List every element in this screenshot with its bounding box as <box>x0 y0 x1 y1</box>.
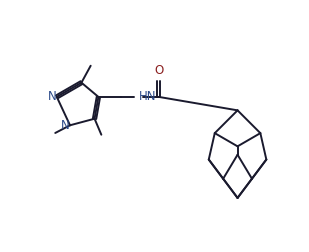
Text: HN: HN <box>138 90 156 103</box>
Text: N: N <box>61 119 70 132</box>
Text: N: N <box>48 90 56 103</box>
Text: O: O <box>154 64 163 77</box>
